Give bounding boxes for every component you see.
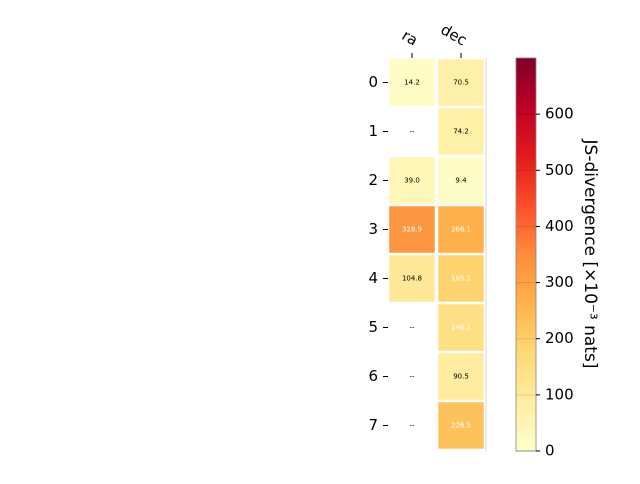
cell-value-label: 90.5 xyxy=(453,373,469,381)
heatmap-cell xyxy=(438,255,484,302)
row-label: 6 xyxy=(368,367,378,385)
cell-missing-label: -- xyxy=(409,324,415,332)
colorbar-tick-label: 600 xyxy=(545,105,574,123)
cell-missing-label: -- xyxy=(409,128,415,136)
cell-value-label: 268.1 xyxy=(451,226,471,234)
row-label: 5 xyxy=(368,318,378,336)
cell-value-label: 146.1 xyxy=(451,324,471,332)
heatmap-cell xyxy=(389,255,435,302)
row-label: 1 xyxy=(368,122,378,140)
cell-value-label: 14.2 xyxy=(404,79,420,87)
cell-value-label: 39.0 xyxy=(404,177,420,185)
row-label: 2 xyxy=(368,171,378,189)
cell-value-label: 104.8 xyxy=(402,275,422,283)
colorbar-tick-label: 0 xyxy=(545,442,555,460)
heatmap-cell xyxy=(438,59,484,106)
colorbar-gradient xyxy=(515,57,537,452)
heatmap-cell xyxy=(438,353,484,400)
heatmap-cell xyxy=(438,206,484,253)
colorbar-tick-label: 300 xyxy=(545,273,574,291)
colorbar-tick-label: 200 xyxy=(545,329,574,347)
colorbar-label: JS-divergence [×10⁻³ nats] xyxy=(580,139,600,369)
colorbar-tick-label: 100 xyxy=(545,385,574,403)
column-labels: ra dec xyxy=(399,20,470,58)
heatmap-cell xyxy=(389,206,435,253)
cell-value-label: 185.1 xyxy=(451,275,471,283)
colorbar: 0 100 200 300 400 500 600 JS-divergence [×10⁻³… xyxy=(515,57,600,460)
heatmap-cell xyxy=(389,157,435,204)
colorbar-tick-label: 500 xyxy=(545,161,574,179)
heatmap-cell xyxy=(438,402,484,449)
cell-missing-label: -- xyxy=(409,422,415,430)
column-label-dec: dec xyxy=(438,20,470,49)
cell-value-label: 328.9 xyxy=(402,226,422,234)
cell-value-label: 226.5 xyxy=(451,422,471,430)
row-label: 7 xyxy=(368,416,378,434)
row-label: 3 xyxy=(368,220,378,238)
row-label: 4 xyxy=(368,269,378,287)
heatmap-cell xyxy=(389,59,435,106)
heatmap-cell xyxy=(438,157,484,204)
column-label-ra: ra xyxy=(399,26,421,49)
row-labels: 0 1 2 3 4 5 6 7 xyxy=(368,73,388,434)
row-label: 0 xyxy=(368,73,378,91)
heatmap-cell xyxy=(438,304,484,351)
cell-value-label: 70.5 xyxy=(453,79,469,87)
heatmap-cells: 14.2 70.5 -- 74.2 39.0 9.4 328.9 268.1 104.8 185.… xyxy=(389,58,487,451)
cell-value-label: 9.4 xyxy=(455,177,467,185)
heatmap-cell xyxy=(438,108,484,155)
colorbar-tick-label: 400 xyxy=(545,217,574,235)
colorbar-ticks: 0 100 200 300 400 500 600 xyxy=(516,105,574,460)
cell-value-label: 74.2 xyxy=(453,128,469,136)
cell-missing-label: -- xyxy=(409,373,415,381)
